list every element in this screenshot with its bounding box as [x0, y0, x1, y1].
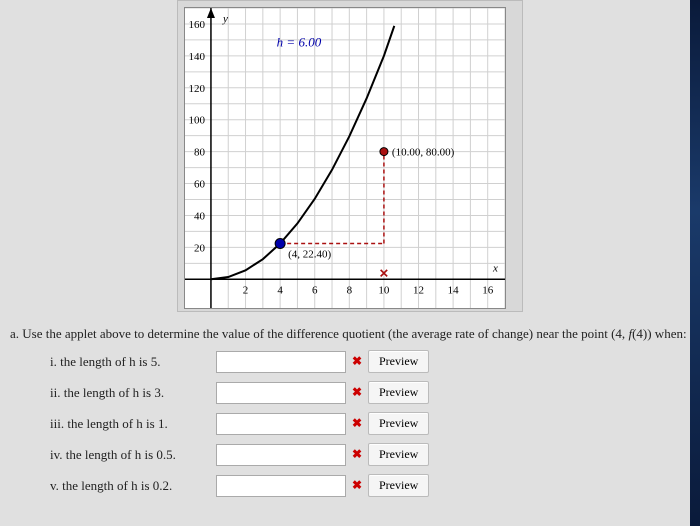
- svg-text:12: 12: [413, 284, 424, 296]
- preview-button-v[interactable]: Preview: [368, 474, 429, 497]
- svg-text:40: 40: [194, 210, 206, 222]
- svg-text:140: 140: [188, 51, 205, 63]
- svg-text:y: y: [222, 13, 228, 25]
- item-label: i. the length of h is 5.: [50, 354, 210, 370]
- svg-text:80: 80: [194, 147, 206, 159]
- svg-text:10: 10: [378, 284, 390, 296]
- svg-text:16: 16: [482, 284, 494, 296]
- svg-text:160: 160: [188, 19, 205, 31]
- chart-container: 2 4 6 8 10 12 14 16 20 40 60 80 100 120 140 160 y x (4, 22…: [177, 0, 523, 312]
- svg-text:✕: ✕: [379, 266, 389, 280]
- svg-text:120: 120: [188, 83, 205, 95]
- wrong-icon: ✖: [352, 447, 362, 462]
- preview-button-ii[interactable]: Preview: [368, 381, 429, 404]
- item-label: ii. the length of h is 3.: [50, 385, 210, 401]
- svg-text:x: x: [492, 262, 498, 274]
- difference-quotient-chart: 2 4 6 8 10 12 14 16 20 40 60 80 100 120 140 160 y x (4, 22…: [184, 7, 506, 309]
- answer-input-iii[interactable]: [216, 413, 346, 435]
- question-text-a: a. Use the applet above to determine the…: [10, 326, 628, 341]
- question-item-ii: ii. the length of h is 3. ✖ Preview: [50, 381, 690, 404]
- question-item-iii: iii. the length of h is 1. ✖ Preview: [50, 412, 690, 435]
- svg-text:(10.00, 80.00): (10.00, 80.00): [392, 147, 455, 159]
- answer-input-v[interactable]: [216, 475, 346, 497]
- preview-button-i[interactable]: Preview: [368, 350, 429, 373]
- svg-text:14: 14: [448, 284, 460, 296]
- svg-text:20: 20: [194, 242, 206, 254]
- answer-input-ii[interactable]: [216, 382, 346, 404]
- question-item-i: i. the length of h is 5. ✖ Preview: [50, 350, 690, 373]
- svg-text:6: 6: [312, 284, 318, 296]
- answer-input-iv[interactable]: [216, 444, 346, 466]
- wrong-icon: ✖: [352, 385, 362, 400]
- question-text-c: (4)) when:: [632, 326, 687, 341]
- svg-text:60: 60: [194, 179, 206, 191]
- question-items: i. the length of h is 5.✖Previewii. the …: [10, 350, 690, 497]
- svg-text:8: 8: [347, 284, 353, 296]
- answer-input-i[interactable]: [216, 351, 346, 373]
- svg-text:2: 2: [243, 284, 249, 296]
- wrong-icon: ✖: [352, 354, 362, 369]
- wrong-icon: ✖: [352, 416, 362, 431]
- item-label: v. the length of h is 0.2.: [50, 478, 210, 494]
- side-decor: [690, 0, 700, 526]
- wrong-icon: ✖: [352, 478, 362, 493]
- item-label: iii. the length of h is 1.: [50, 416, 210, 432]
- svg-text:4: 4: [277, 284, 283, 296]
- preview-button-iv[interactable]: Preview: [368, 443, 429, 466]
- question-a: a. Use the applet above to determine the…: [0, 312, 700, 497]
- svg-text:(4, 22.40): (4, 22.40): [288, 249, 331, 261]
- svg-text:100: 100: [188, 115, 205, 127]
- svg-text:h = 6.00: h = 6.00: [277, 34, 322, 49]
- question-item-v: v. the length of h is 0.2. ✖ Preview: [50, 474, 690, 497]
- question-item-iv: iv. the length of h is 0.5. ✖ Preview: [50, 443, 690, 466]
- preview-button-iii[interactable]: Preview: [368, 412, 429, 435]
- item-label: iv. the length of h is 0.5.: [50, 447, 210, 463]
